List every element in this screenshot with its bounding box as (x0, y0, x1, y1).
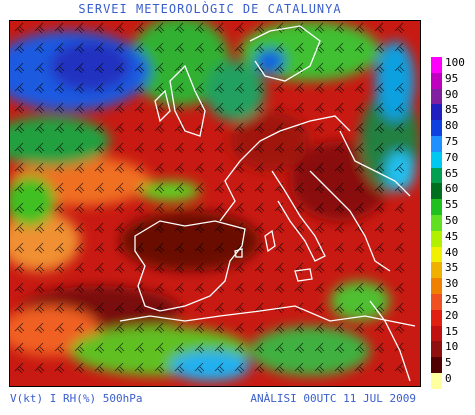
legend-row: 35 (431, 261, 475, 279)
legend-swatch (431, 104, 442, 121)
legend-swatch (431, 278, 442, 294)
legend-row: 95 (431, 71, 475, 89)
legend-label: 40 (445, 245, 459, 259)
legend-swatch (431, 357, 442, 373)
legend-label: 95 (445, 71, 459, 85)
legend-swatch (431, 199, 442, 215)
legend-label: 65 (445, 166, 459, 180)
legend-row: 45 (431, 229, 475, 247)
legend-swatch (431, 341, 442, 358)
legend-label: 5 (445, 356, 452, 370)
legend-row: 15 (431, 324, 475, 342)
legend-swatch (431, 262, 442, 279)
map-canvas (10, 21, 420, 386)
humidity-wind-map (9, 20, 421, 387)
legend-swatch (431, 88, 442, 105)
analysis-timestamp: ANÀLISI 00UTC 11 JUL 2009 (250, 392, 416, 405)
coastlines (119, 25, 416, 382)
legend-swatch (431, 214, 442, 231)
legend-row: 90 (431, 87, 475, 105)
legend-row: 30 (431, 278, 475, 294)
map-title: SERVEI METEOROLÒGIC DE CATALUNYA (78, 2, 342, 16)
legend-label: 20 (445, 308, 459, 322)
legend-swatch (431, 325, 442, 342)
legend-row: 85 (431, 103, 475, 121)
variable-label: V(kt) I RH(%) 500hPa (10, 392, 143, 405)
legend-label: 90 (445, 87, 459, 101)
legend-swatch (431, 120, 442, 136)
legend-label: 70 (445, 150, 459, 164)
legend-row: 80 (431, 120, 475, 136)
legend-row: 50 (431, 213, 475, 231)
legend-label: 55 (445, 198, 459, 212)
legend-row: 25 (431, 292, 475, 310)
humidity-legend: 100 95 90 85 80 75 70 65 60 55 50 45 40 35 30 25 20 15 10 5… (431, 57, 475, 389)
legend-label: 15 (445, 324, 459, 338)
legend-swatch (431, 293, 442, 310)
legend-label: 30 (445, 277, 459, 291)
legend-label: 0 (445, 371, 452, 385)
legend-swatch (431, 309, 442, 326)
legend-swatch (431, 372, 442, 389)
legend-swatch (431, 57, 442, 73)
legend-swatch (431, 230, 442, 247)
legend-label: 75 (445, 134, 459, 148)
legend-swatch (431, 151, 442, 168)
legend-row: 100 (431, 57, 475, 73)
legend-row: 10 (431, 340, 475, 358)
legend-row: 70 (431, 150, 475, 168)
humidity-field (10, 21, 420, 381)
legend-label: 60 (445, 182, 459, 196)
legend-row: 60 (431, 182, 475, 200)
legend-row: 40 (431, 245, 475, 263)
legend-swatch (431, 246, 442, 263)
legend-label: 25 (445, 292, 459, 306)
legend-row: 75 (431, 134, 475, 152)
legend-label: 100 (445, 56, 465, 69)
legend-row: 65 (431, 166, 475, 184)
legend-label: 80 (445, 119, 459, 133)
legend-label: 45 (445, 229, 459, 243)
legend-swatch (431, 183, 442, 200)
legend-swatch (431, 72, 442, 89)
legend-swatch (431, 167, 442, 184)
legend-row: 0 (431, 371, 475, 389)
wind-barbs (14, 22, 405, 374)
legend-row: 5 (431, 357, 475, 373)
legend-swatch (431, 135, 442, 152)
legend-row: 20 (431, 308, 475, 326)
legend-label: 85 (445, 103, 459, 117)
legend-label: 35 (445, 261, 459, 275)
legend-label: 50 (445, 213, 459, 227)
legend-label: 10 (445, 340, 459, 354)
legend-row: 55 (431, 199, 475, 215)
